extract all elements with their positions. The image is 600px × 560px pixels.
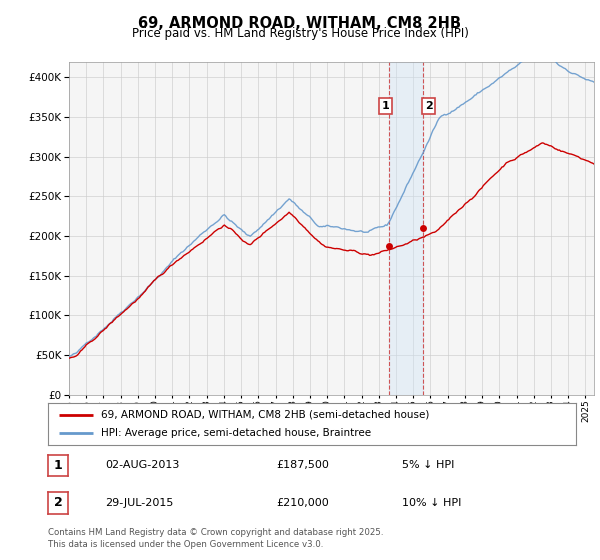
Text: 69, ARMOND ROAD, WITHAM, CM8 2HB (semi-detached house): 69, ARMOND ROAD, WITHAM, CM8 2HB (semi-d… xyxy=(101,410,429,420)
Text: £210,000: £210,000 xyxy=(276,498,329,508)
Text: 5% ↓ HPI: 5% ↓ HPI xyxy=(402,460,454,470)
Text: 1: 1 xyxy=(53,459,62,472)
Text: £187,500: £187,500 xyxy=(276,460,329,470)
Text: 02-AUG-2013: 02-AUG-2013 xyxy=(105,460,179,470)
Bar xyxy=(389,62,423,395)
Text: Contains HM Land Registry data © Crown copyright and database right 2025.
This d: Contains HM Land Registry data © Crown c… xyxy=(48,528,383,549)
Text: 2: 2 xyxy=(425,101,433,111)
Text: HPI: Average price, semi-detached house, Braintree: HPI: Average price, semi-detached house,… xyxy=(101,428,371,438)
Text: 2: 2 xyxy=(53,496,62,510)
Text: 29-JUL-2015: 29-JUL-2015 xyxy=(105,498,173,508)
Text: Price paid vs. HM Land Registry's House Price Index (HPI): Price paid vs. HM Land Registry's House … xyxy=(131,27,469,40)
Text: 1: 1 xyxy=(382,101,389,111)
Text: 10% ↓ HPI: 10% ↓ HPI xyxy=(402,498,461,508)
Text: 69, ARMOND ROAD, WITHAM, CM8 2HB: 69, ARMOND ROAD, WITHAM, CM8 2HB xyxy=(139,16,461,31)
